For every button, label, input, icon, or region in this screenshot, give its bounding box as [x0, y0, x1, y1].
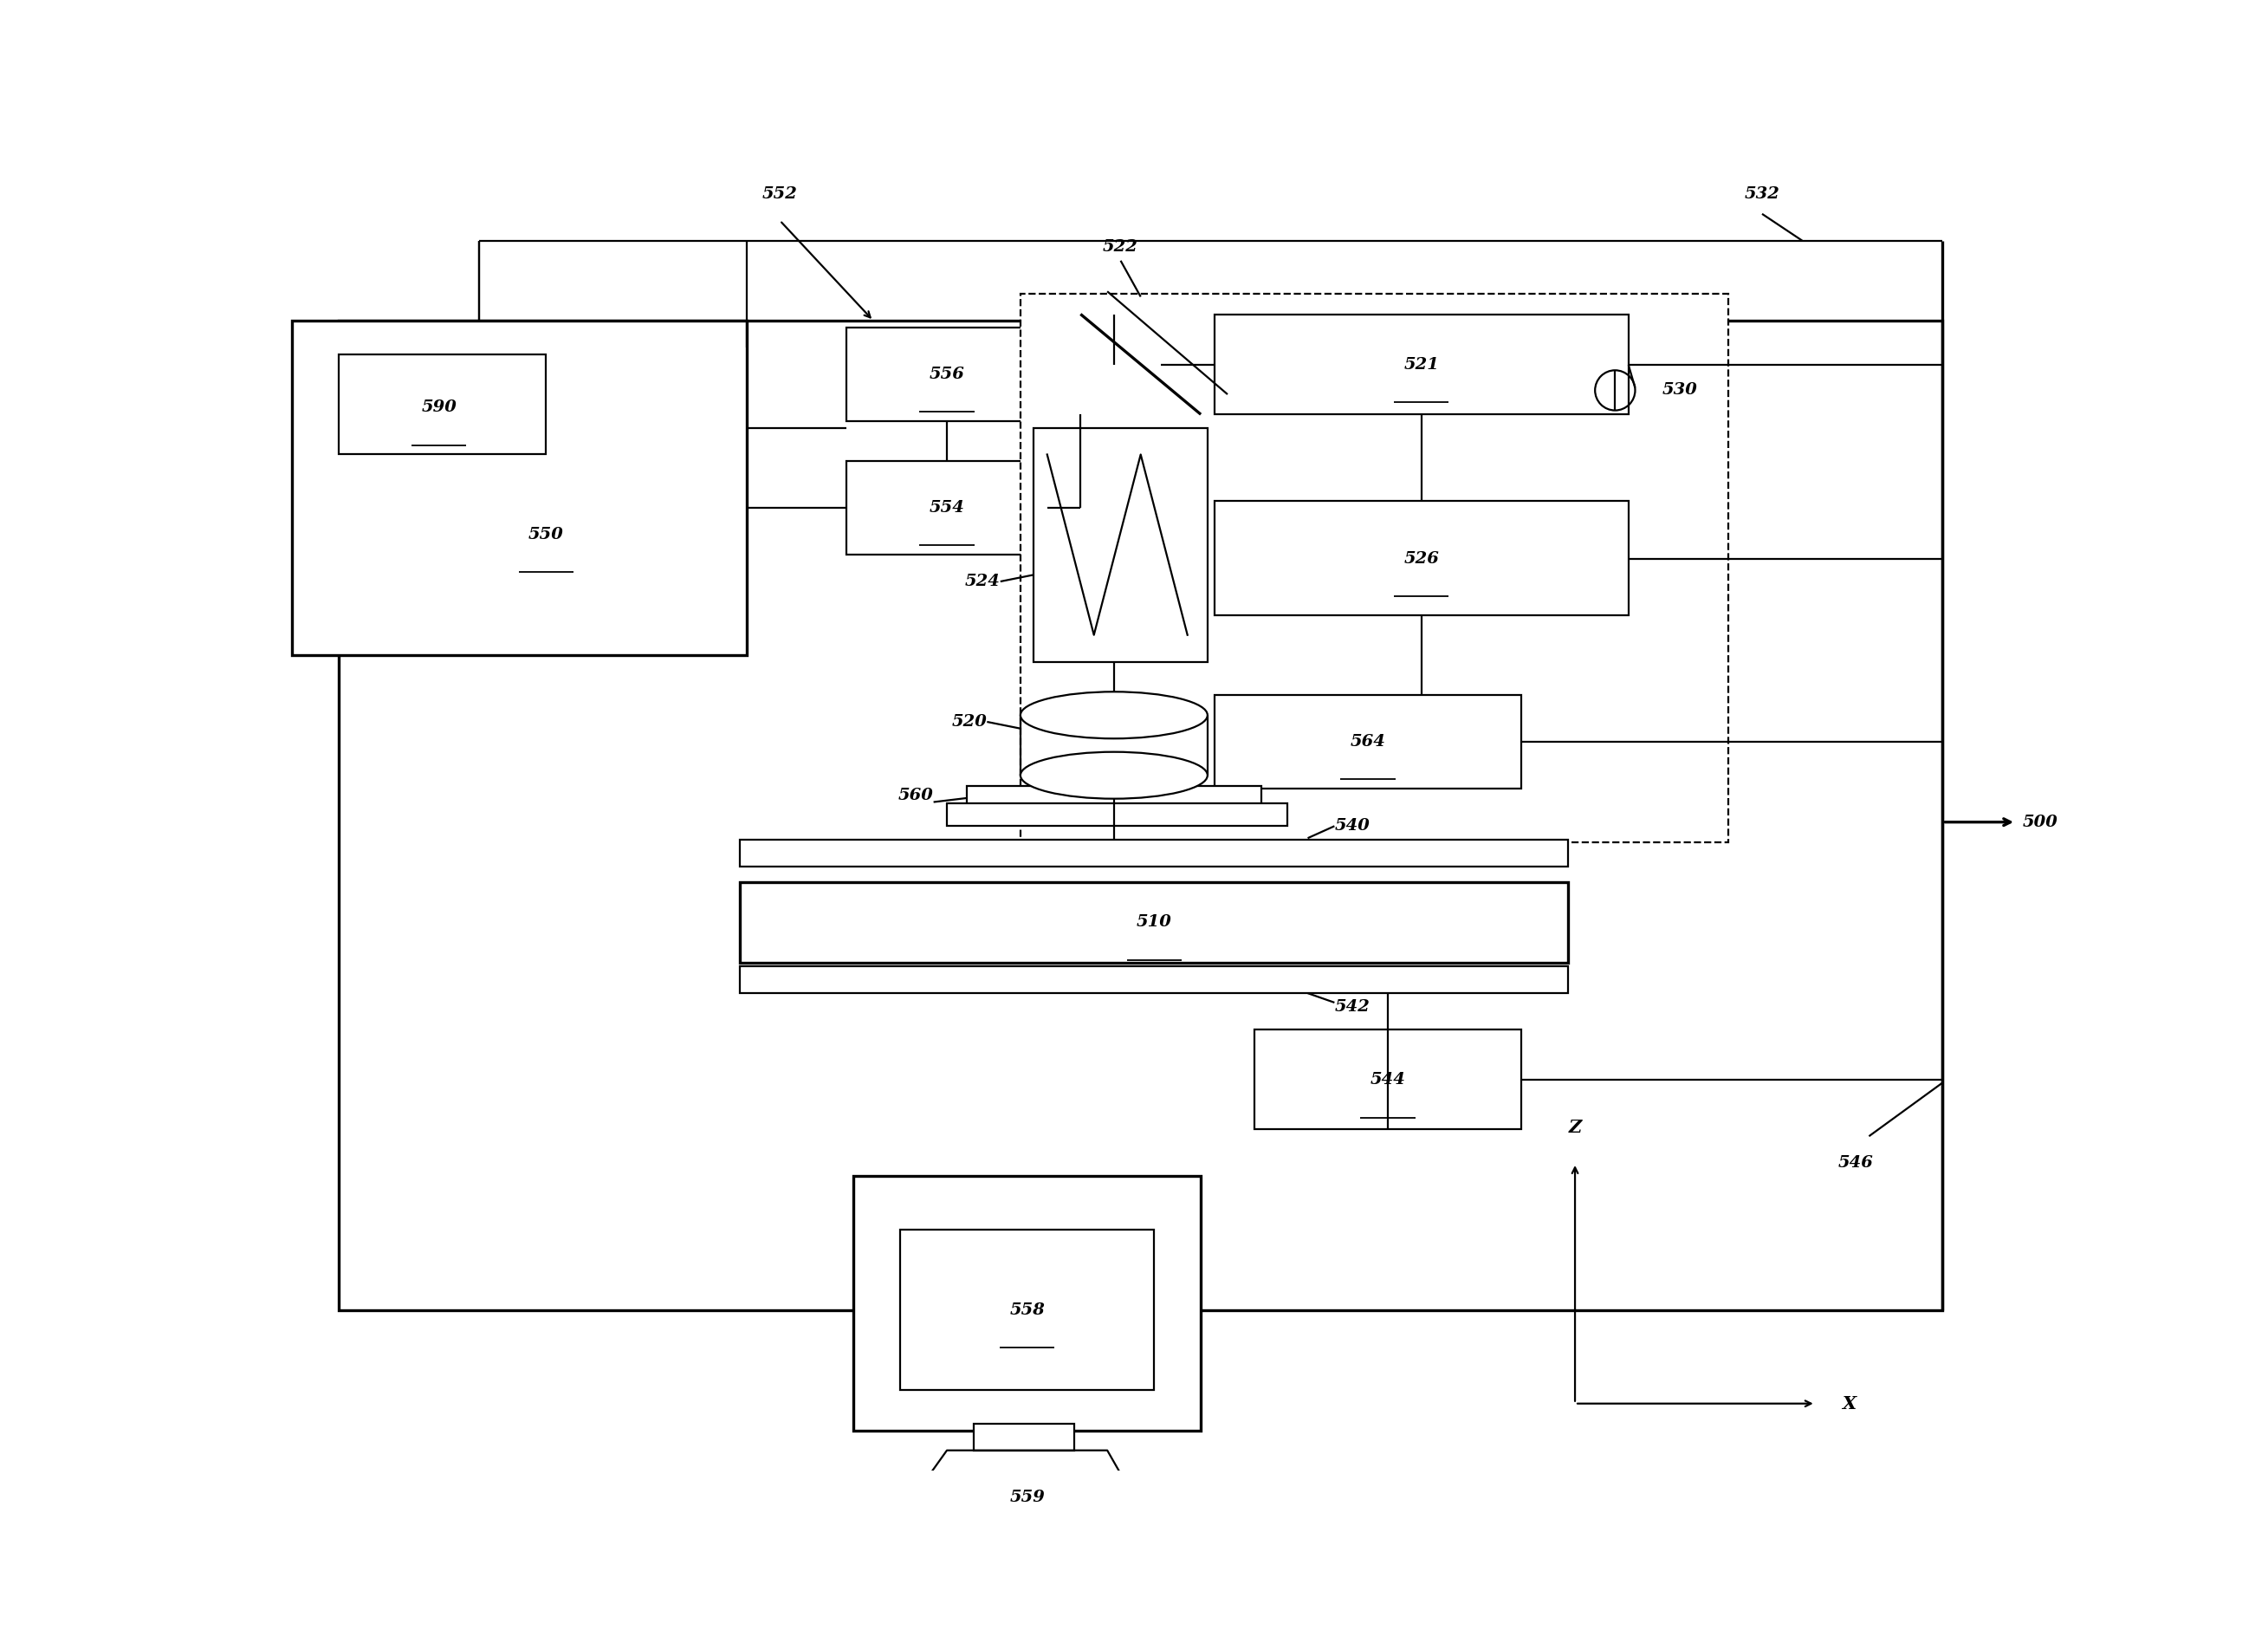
- Text: 522: 522: [1102, 240, 1139, 255]
- Bar: [846, 462, 1048, 555]
- Text: 532: 532: [1744, 186, 1780, 202]
- Text: 560: 560: [898, 787, 934, 803]
- Text: 554: 554: [930, 499, 964, 516]
- Bar: [739, 840, 1567, 866]
- Text: 520: 520: [953, 715, 987, 729]
- Bar: [338, 320, 1941, 1309]
- Text: 530: 530: [1662, 383, 1696, 398]
- Text: 510: 510: [1136, 915, 1173, 930]
- Bar: [1213, 314, 1628, 414]
- Text: 558: 558: [1009, 1303, 1046, 1318]
- Text: Z: Z: [1569, 1119, 1581, 1137]
- Bar: [846, 327, 1048, 421]
- Bar: [338, 355, 547, 455]
- Bar: [966, 785, 1261, 808]
- Bar: [293, 320, 746, 656]
- Text: 550: 550: [528, 527, 565, 542]
- Bar: [853, 1176, 1200, 1431]
- Bar: [900, 1231, 1154, 1390]
- Text: 556: 556: [930, 366, 964, 383]
- Text: 559: 559: [1009, 1489, 1046, 1505]
- Ellipse shape: [1021, 752, 1207, 798]
- Ellipse shape: [1021, 692, 1207, 739]
- Text: 500: 500: [2023, 815, 2057, 830]
- Text: 590: 590: [422, 399, 456, 416]
- Text: 526: 526: [1404, 550, 1438, 567]
- Text: 544: 544: [1370, 1073, 1406, 1088]
- Bar: [1254, 1029, 1522, 1129]
- Bar: [948, 803, 1288, 826]
- Text: 540: 540: [1334, 818, 1370, 835]
- Bar: [739, 882, 1567, 963]
- Bar: [1021, 294, 1728, 843]
- Text: 521: 521: [1404, 357, 1438, 373]
- Bar: [1213, 695, 1522, 789]
- Bar: [1034, 427, 1207, 662]
- Text: X: X: [1842, 1395, 1855, 1413]
- Text: 542: 542: [1334, 999, 1370, 1014]
- Text: 524: 524: [964, 573, 1000, 590]
- Bar: [739, 966, 1567, 992]
- Text: 546: 546: [1837, 1155, 1873, 1171]
- Bar: [1213, 501, 1628, 614]
- Text: 552: 552: [762, 186, 798, 202]
- Bar: [973, 1423, 1073, 1451]
- Text: 564: 564: [1349, 734, 1386, 749]
